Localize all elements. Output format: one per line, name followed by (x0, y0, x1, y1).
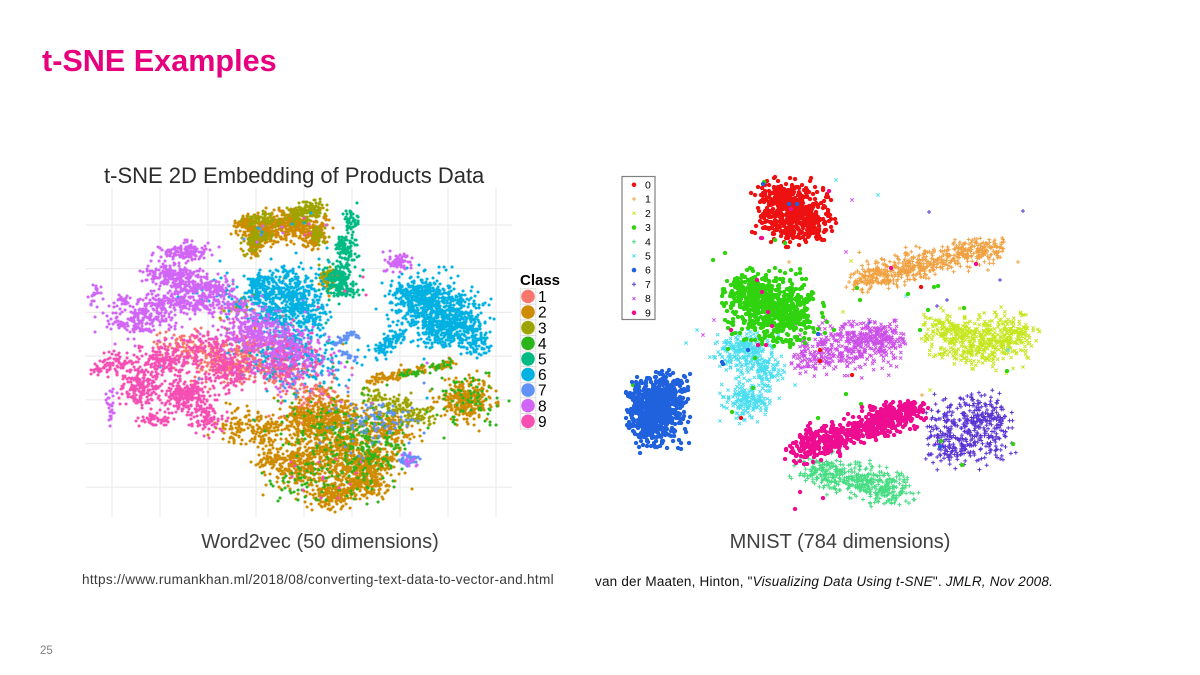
svg-text:9: 9 (645, 307, 651, 319)
svg-text:8: 8 (645, 293, 651, 305)
svg-text:4: 4 (538, 336, 547, 353)
svg-text:5: 5 (645, 251, 651, 263)
svg-text:7: 7 (645, 279, 651, 291)
svg-text:1: 1 (645, 194, 651, 206)
svg-text:3: 3 (538, 320, 547, 337)
svg-text:0: 0 (645, 179, 651, 191)
svg-text:6: 6 (645, 265, 651, 277)
svg-text:8: 8 (538, 398, 547, 415)
svg-text:Class: Class (520, 272, 560, 289)
svg-text:1: 1 (538, 289, 547, 306)
svg-text:4: 4 (645, 236, 651, 248)
svg-text:9: 9 (538, 414, 547, 431)
svg-text:2: 2 (538, 305, 547, 322)
svg-text:2: 2 (645, 208, 651, 220)
svg-text:3: 3 (645, 222, 651, 234)
svg-text:7: 7 (538, 383, 547, 400)
svg-text:5: 5 (538, 352, 547, 369)
svg-text:6: 6 (538, 367, 547, 384)
